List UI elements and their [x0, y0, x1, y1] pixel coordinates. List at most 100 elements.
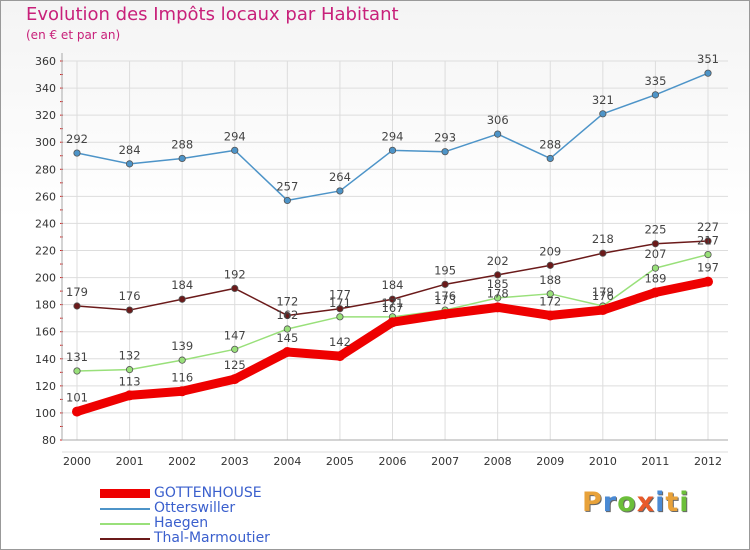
x-tick-label: 2011: [641, 455, 669, 468]
data-label-gottenhouse: 172: [539, 294, 561, 308]
data-label-thal-marmoutier: 184: [382, 278, 404, 292]
data-point-thal-marmoutier: [125, 306, 134, 314]
data-label-thal-marmoutier: 179: [66, 285, 88, 299]
data-point-gottenhouse: [72, 406, 82, 417]
chart-axes: 80 100 120 140 160 180 200 220 240 260 280 300 320 34…: [35, 53, 728, 468]
y-tick-label: 280: [35, 163, 56, 176]
data-point-gottenhouse: [282, 347, 293, 358]
data-point-gottenhouse: [492, 302, 503, 313]
data-point-haegen: [704, 250, 712, 259]
legend-swatch: [100, 489, 150, 498]
data-label-gottenhouse: 116: [171, 370, 193, 384]
data-point-otterswiller: [599, 110, 607, 118]
x-tick-label: 2005: [326, 455, 354, 468]
data-label-gottenhouse: 167: [382, 301, 404, 315]
data-point-haegen: [336, 313, 344, 321]
x-tick-label: 2003: [221, 455, 249, 468]
data-label-gottenhouse: 173: [434, 293, 456, 307]
data-point-haegen: [651, 264, 660, 272]
data-label-gottenhouse: 176: [592, 289, 614, 303]
data-label-gottenhouse: 125: [224, 358, 246, 372]
data-point-thal-marmoutier: [73, 302, 81, 310]
legend-swatch: [100, 508, 150, 510]
data-point-haegen: [283, 325, 291, 333]
proxiti-logo: Proxiti: [582, 487, 690, 518]
chart-grid: [62, 60, 728, 441]
data-label-gottenhouse: 113: [119, 374, 141, 388]
data-point-otterswiller: [388, 146, 397, 154]
data-label-haegen: 131: [66, 350, 88, 364]
chart-data-labels: 292 284 288 294 257 264 294 293 306 288 321 335 351 1…: [66, 52, 719, 404]
data-point-otterswiller: [178, 154, 186, 163]
data-point-thal-marmoutier: [178, 295, 186, 303]
data-label-haegen: 176: [434, 289, 456, 303]
legend-label: Otterswiller: [154, 500, 236, 516]
data-point-otterswiller: [494, 130, 502, 138]
data-label-thal-marmoutier: 184: [171, 278, 193, 292]
y-tick-label: 80: [42, 434, 56, 447]
y-tick-label: 360: [35, 55, 56, 68]
data-point-otterswiller: [336, 187, 344, 195]
data-point-thal-marmoutier: [494, 271, 502, 279]
data-label-haegen: 207: [644, 247, 666, 261]
data-point-otterswiller: [73, 149, 81, 157]
chart-subtitle: (en € et par an): [26, 28, 121, 42]
y-tick-label: 220: [35, 245, 56, 258]
legend-swatch: [100, 538, 150, 540]
data-label-gottenhouse: 197: [697, 261, 719, 275]
data-label-otterswiller: 288: [539, 137, 561, 151]
legend-label: Thal-Marmoutier: [154, 530, 270, 546]
legend-swatch: [100, 523, 150, 525]
data-point-thal-marmoutier: [546, 261, 554, 269]
data-point-otterswiller: [283, 196, 291, 205]
data-label-otterswiller: 335: [644, 74, 666, 88]
y-tick-label: 340: [35, 82, 56, 95]
data-label-gottenhouse: 101: [66, 391, 88, 405]
data-label-gottenhouse: 189: [644, 271, 666, 285]
data-point-thal-marmoutier: [336, 305, 344, 313]
data-point-gottenhouse: [124, 390, 135, 401]
data-label-thal-marmoutier: 218: [592, 232, 614, 246]
y-tick-label: 200: [35, 272, 56, 285]
y-tick-label: 100: [35, 407, 56, 420]
x-tick-label: 2004: [273, 455, 301, 468]
y-tick-label: 160: [35, 326, 56, 339]
data-label-gottenhouse: 178: [487, 286, 509, 300]
x-tick-label: 2009: [536, 455, 564, 468]
data-point-haegen: [231, 345, 239, 353]
data-label-haegen: 162: [276, 308, 298, 322]
data-label-thal-marmoutier: 225: [644, 223, 666, 237]
data-point-thal-marmoutier: [441, 280, 449, 288]
data-point-gottenhouse: [597, 305, 608, 316]
data-label-otterswiller: 288: [171, 137, 193, 151]
y-tick-label: 140: [35, 353, 56, 366]
data-point-otterswiller: [441, 148, 449, 156]
y-tick-label: 260: [35, 190, 56, 203]
y-tick-label: 120: [35, 380, 56, 393]
data-point-gottenhouse: [545, 310, 556, 321]
data-label-thal-marmoutier: 172: [276, 294, 298, 308]
data-label-otterswiller: 306: [487, 113, 509, 127]
data-label-haegen: 171: [329, 296, 351, 310]
data-label-haegen: 139: [171, 339, 193, 353]
data-point-gottenhouse: [334, 351, 345, 362]
data-point-otterswiller: [231, 146, 239, 154]
y-tick-label: 300: [35, 136, 56, 149]
data-label-otterswiller: 292: [66, 132, 88, 146]
data-point-otterswiller: [546, 154, 554, 163]
data-label-thal-marmoutier: 195: [434, 263, 456, 277]
y-tick-label: 240: [35, 217, 56, 230]
legend-label: GOTTENHOUSE: [154, 485, 262, 501]
x-tick-label: 2007: [431, 455, 459, 468]
chart-title: Evolution des Impôts locaux par Habitant: [26, 4, 399, 25]
legend-label: Haegen: [154, 515, 209, 531]
data-label-thal-marmoutier: 177: [329, 288, 351, 302]
data-label-otterswiller: 321: [592, 93, 614, 107]
data-point-thal-marmoutier: [388, 295, 397, 303]
data-label-otterswiller: 264: [329, 170, 351, 184]
data-label-haegen: 147: [224, 328, 246, 342]
data-label-thal-marmoutier: 227: [697, 220, 719, 234]
data-point-thal-marmoutier: [231, 284, 239, 292]
y-tick-label: 180: [35, 299, 56, 312]
y-tick-label: 320: [35, 109, 56, 122]
